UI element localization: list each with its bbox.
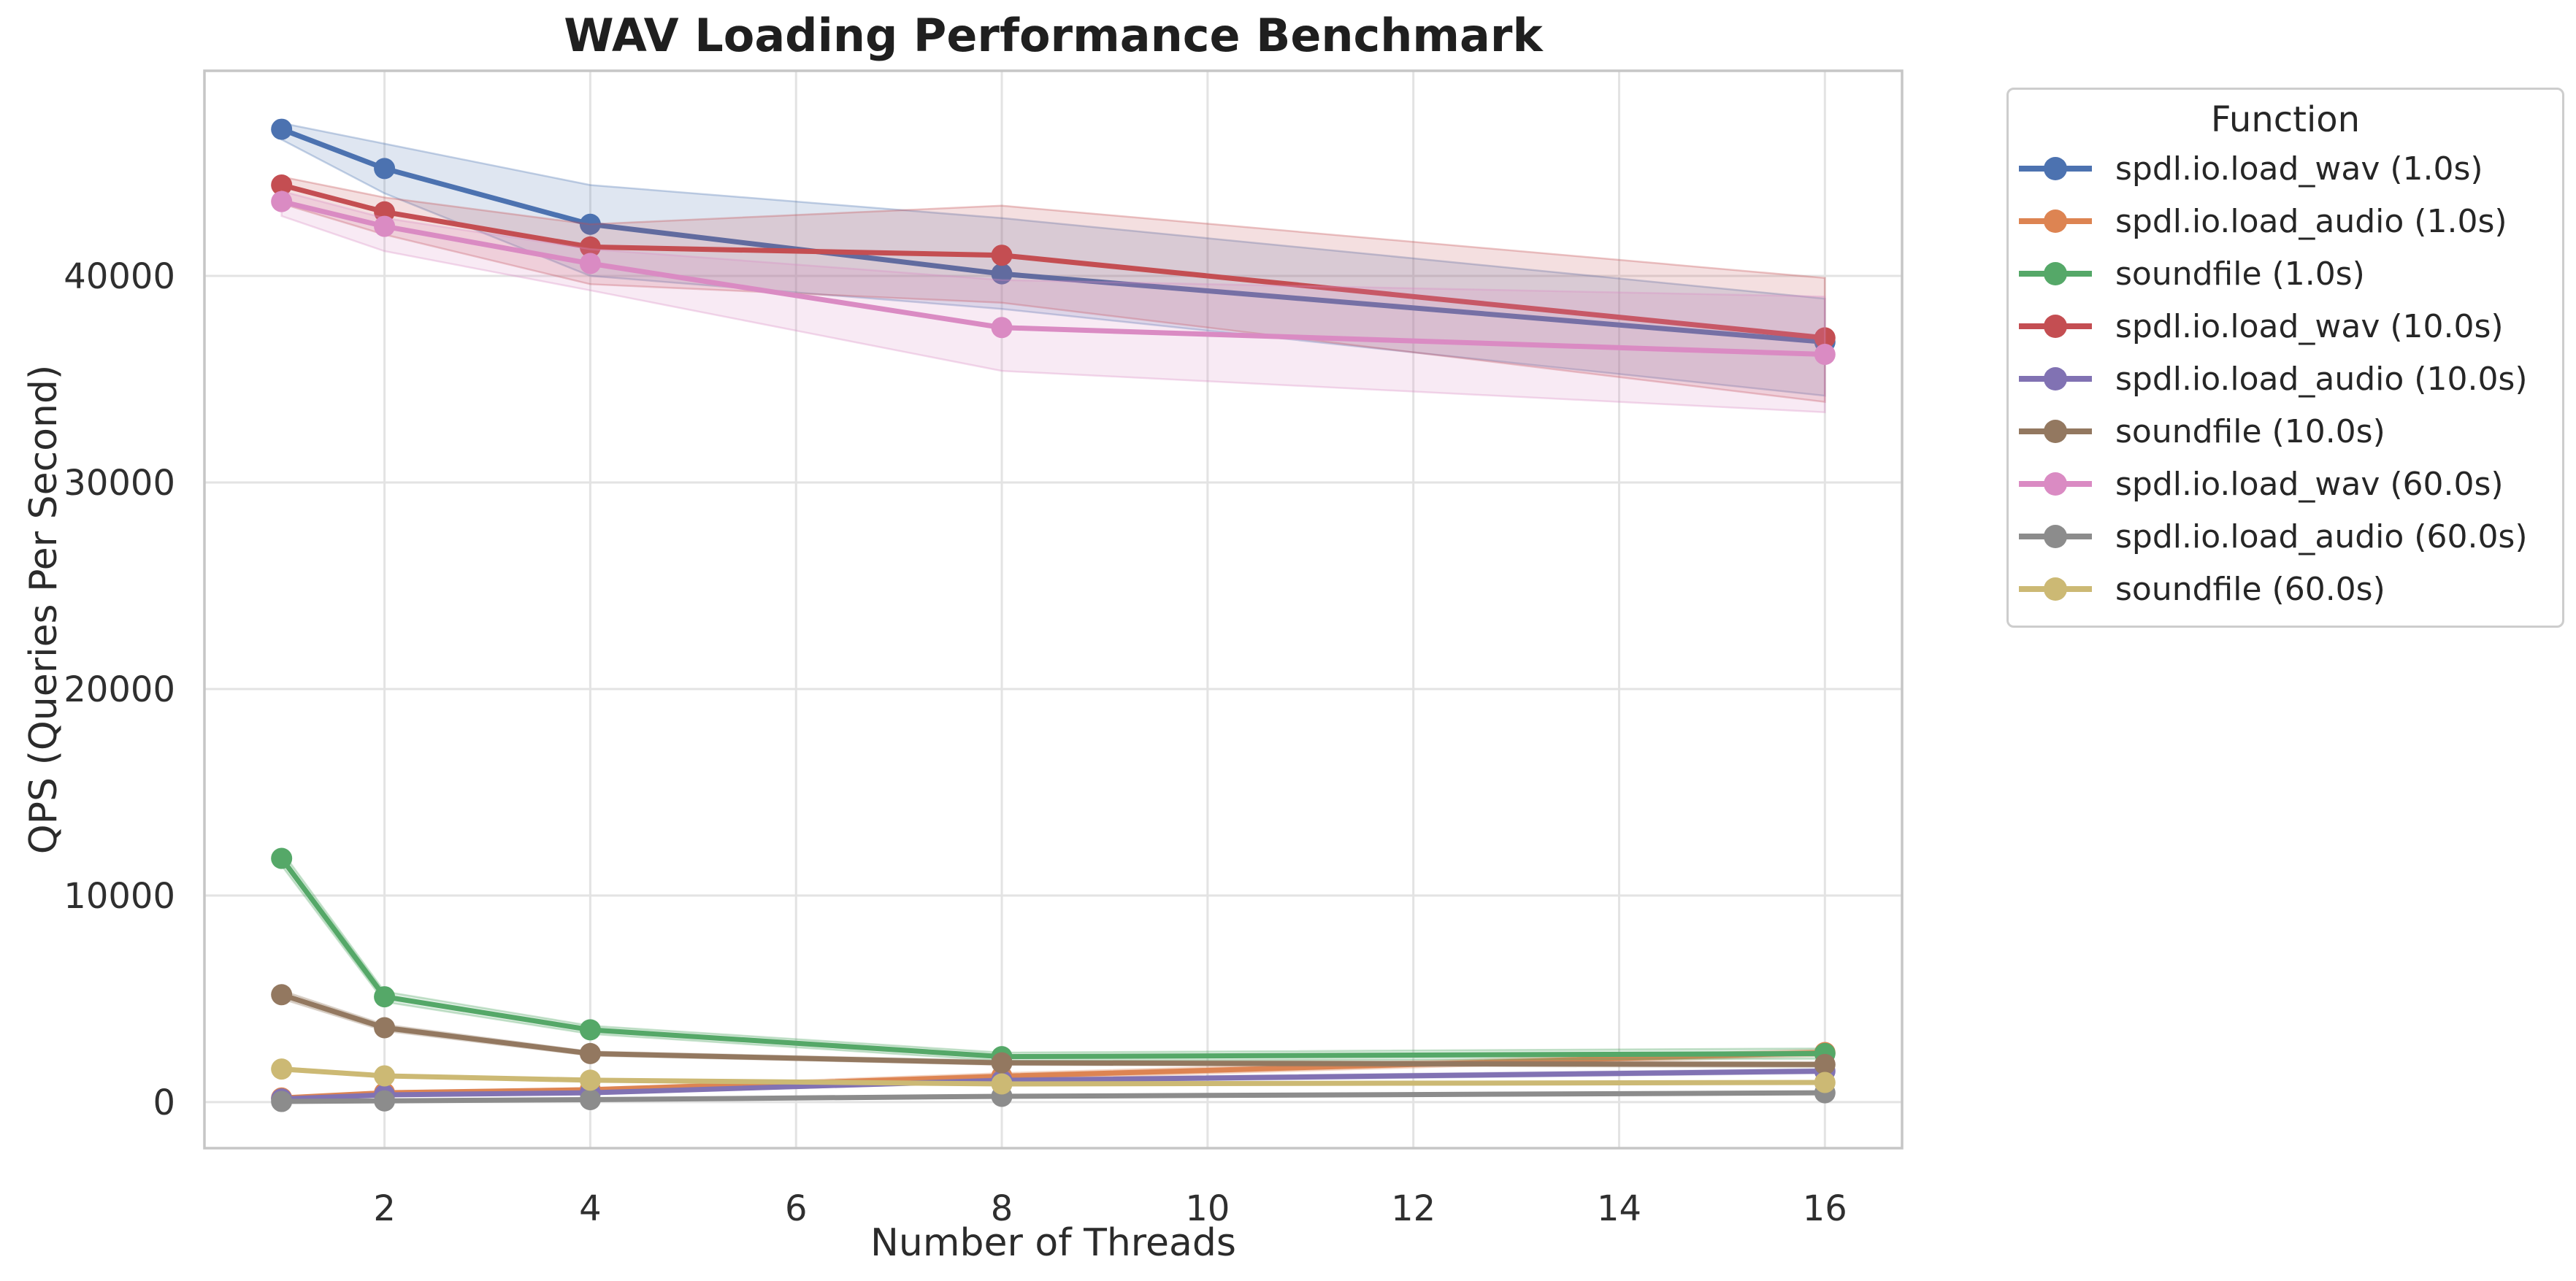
legend-item: spdl.io.load_audio (60.0s)	[2019, 510, 2552, 563]
x-tick-label: 10	[1185, 1188, 1230, 1229]
data-point	[579, 253, 601, 274]
series-line-2	[279, 855, 1828, 1060]
legend-item-label: soundfile (1.0s)	[2115, 255, 2365, 293]
legend-item-label: soundfile (60.0s)	[2115, 570, 2385, 608]
data-point	[374, 201, 396, 223]
x-tick-label: 12	[1391, 1188, 1435, 1229]
data-point	[579, 213, 601, 235]
data-point	[1814, 1053, 1836, 1075]
legend-marker-icon	[2019, 367, 2092, 391]
data-point	[579, 1089, 601, 1111]
x-tick-label: 8	[991, 1188, 1013, 1229]
legend-item: spdl.io.load_audio (10.0s)	[2019, 353, 2552, 405]
x-tick-label: 4	[579, 1188, 602, 1229]
data-point	[374, 215, 396, 237]
data-point	[271, 984, 293, 1006]
y-axis-label: QPS (Queries Per Second)	[22, 364, 66, 855]
legend-marker-icon	[2019, 315, 2092, 338]
data-point	[271, 174, 293, 196]
legend-item-label: spdl.io.load_wav (60.0s)	[2115, 465, 2504, 503]
chart-title: WAV Loading Performance Benchmark	[564, 9, 1543, 62]
y-tick-label: 0	[153, 1082, 175, 1123]
data-point	[271, 191, 293, 212]
legend-marker-icon	[2019, 577, 2092, 601]
legend-item: spdl.io.load_wav (1.0s)	[2019, 142, 2552, 195]
legend-items: spdl.io.load_wav (1.0s) spdl.io.load_audi…	[2019, 142, 2552, 615]
data-point	[374, 986, 396, 1008]
legend-item-label: soundfile (10.0s)	[2115, 412, 2385, 450]
legend-item-label: spdl.io.load_wav (1.0s)	[2115, 150, 2483, 188]
data-point	[991, 245, 1013, 266]
data-point	[991, 1073, 1013, 1095]
data-point	[579, 1042, 601, 1064]
series-band-3	[280, 175, 1826, 404]
y-tick-label: 40000	[64, 256, 175, 297]
series-band-6	[280, 190, 1826, 414]
legend-marker-icon	[2019, 209, 2092, 233]
data-point	[1814, 344, 1836, 366]
legend-marker-icon	[2019, 472, 2092, 496]
legend-marker-icon	[2019, 420, 2092, 443]
legend-item-label: spdl.io.load_audio (10.0s)	[2115, 360, 2528, 398]
data-point	[271, 1090, 293, 1112]
data-point	[991, 1052, 1013, 1074]
x-axis-label: Number of Threads	[870, 1221, 1236, 1265]
x-tick-label: 2	[373, 1188, 396, 1229]
legend: Function spdl.io.load_wav (1.0s) spdl.io.…	[2006, 88, 2564, 628]
data-point	[579, 1069, 601, 1091]
data-point	[991, 317, 1013, 339]
legend-title: Function	[2210, 99, 2361, 140]
y-tick-label: 30000	[64, 463, 175, 504]
legend-item: soundfile (1.0s)	[2019, 247, 2552, 300]
legend-marker-icon	[2019, 157, 2092, 180]
x-tick-label: 16	[1803, 1188, 1847, 1229]
legend-item-label: spdl.io.load_audio (60.0s)	[2115, 518, 2528, 555]
data-point	[271, 118, 293, 140]
data-point	[579, 236, 601, 258]
data-point	[374, 1065, 396, 1087]
axes-spines	[203, 69, 1904, 1150]
legend-marker-icon	[2019, 525, 2092, 548]
data-point	[579, 1019, 601, 1041]
legend-item-label: spdl.io.load_wav (10.0s)	[2115, 307, 2504, 345]
data-point	[271, 847, 293, 869]
legend-item-label: spdl.io.load_audio (1.0s)	[2115, 202, 2507, 240]
data-point	[374, 1090, 396, 1112]
y-tick-label: 10000	[64, 876, 175, 917]
legend-item: spdl.io.load_audio (1.0s)	[2019, 195, 2552, 247]
data-point	[374, 1017, 396, 1039]
data-point	[1814, 327, 1836, 349]
series-band-2	[280, 848, 1826, 1062]
data-point	[991, 263, 1013, 285]
legend-item: soundfile (60.0s)	[2019, 563, 2552, 615]
legend-marker-icon	[2019, 262, 2092, 285]
x-tick-label: 14	[1597, 1188, 1641, 1229]
data-point	[1814, 1072, 1836, 1093]
legend-item: spdl.io.load_wav (10.0s)	[2019, 300, 2552, 353]
x-tick-label: 6	[785, 1188, 808, 1229]
data-point	[271, 1058, 293, 1080]
data-point	[374, 158, 396, 180]
legend-item: soundfile (10.0s)	[2019, 405, 2552, 458]
y-tick-label: 20000	[64, 669, 175, 710]
legend-item: spdl.io.load_wav (60.0s)	[2019, 458, 2552, 510]
